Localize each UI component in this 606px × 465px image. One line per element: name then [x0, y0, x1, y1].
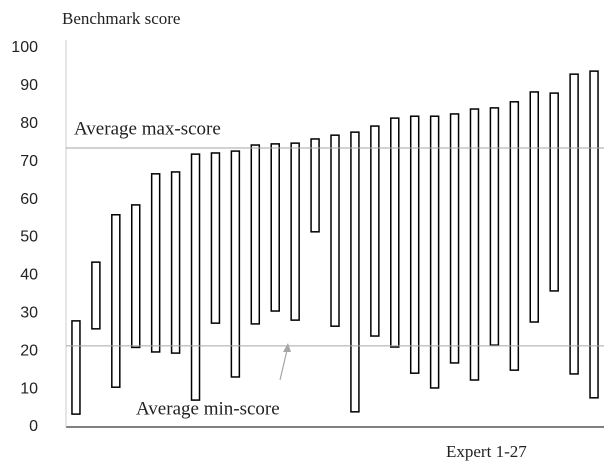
range-bar — [91, 261, 101, 330]
range-bar — [409, 115, 420, 374]
range-bar — [469, 108, 480, 381]
y-tick-label: 0 — [29, 418, 38, 435]
range-bar — [350, 131, 360, 413]
range-bar — [429, 115, 440, 389]
range-bar — [489, 107, 500, 346]
range-bar — [190, 153, 201, 401]
range-bar — [569, 73, 579, 375]
y-tick-label: 80 — [20, 115, 38, 132]
reference-label: Average min-score — [136, 398, 280, 419]
y-tick-label: 90 — [20, 77, 38, 94]
range-bar — [170, 171, 181, 354]
y-tick-label: 40 — [20, 267, 38, 284]
range-bar — [210, 152, 221, 324]
range-bar — [529, 91, 540, 323]
y-tick-label: 10 — [20, 380, 38, 397]
arrow-head — [283, 343, 291, 352]
range-bar — [111, 214, 121, 388]
y-tick-label: 20 — [20, 342, 38, 359]
range-bar — [250, 144, 261, 325]
range-bar — [449, 113, 460, 364]
y-tick-label: 100 — [11, 39, 38, 56]
range-bar — [390, 117, 400, 348]
range-bar — [310, 138, 320, 233]
range-bar — [549, 92, 559, 292]
range-bar — [589, 70, 599, 399]
range-bar — [370, 125, 380, 337]
range-bar — [509, 101, 520, 371]
chart-title: Benchmark score — [62, 9, 180, 28]
range-bar — [130, 204, 141, 349]
y-tick-label: 60 — [20, 191, 38, 208]
y-tick-label: 50 — [20, 229, 38, 246]
reference-label: Average max-score — [74, 118, 221, 139]
y-tick-label: 70 — [20, 153, 38, 170]
range-bar — [290, 142, 300, 321]
range-bar — [71, 320, 81, 415]
range-bar — [330, 134, 340, 327]
x-axis-label: Expert 1-27 — [446, 442, 527, 461]
range-bar — [230, 150, 241, 378]
range-bar — [150, 173, 161, 353]
y-tick-label: 30 — [20, 305, 38, 322]
range-bar — [270, 143, 280, 312]
